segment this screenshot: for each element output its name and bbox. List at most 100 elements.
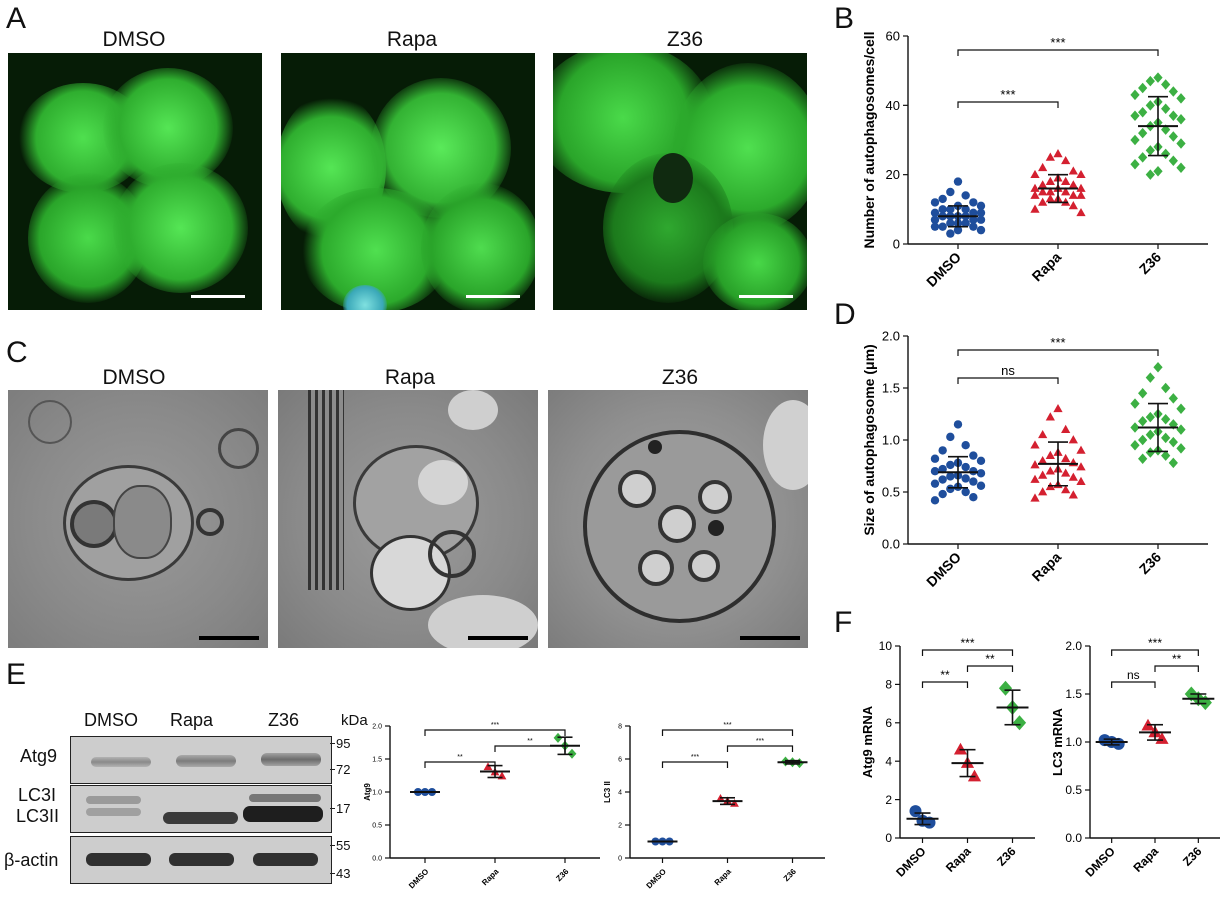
data-point — [1068, 472, 1078, 481]
data-point — [1076, 169, 1086, 179]
x-tick-label: Z36 — [1136, 549, 1165, 578]
y-tick-label: 8 — [618, 723, 622, 730]
data-point — [930, 215, 940, 224]
significance-bracket — [957, 101, 1059, 108]
data-point — [1045, 412, 1055, 421]
blot-lc3 — [70, 785, 332, 833]
data-point — [969, 222, 978, 231]
data-point — [1168, 393, 1178, 404]
significance-label: ** — [1172, 652, 1182, 666]
data-point — [1038, 487, 1048, 496]
data-point — [1038, 197, 1048, 206]
significance-bracket — [957, 49, 1159, 56]
y-tick-label: 2.0 — [882, 329, 900, 344]
row-label-lc3i: LC3I — [18, 785, 57, 805]
panel-a-title-dmso: DMSO — [102, 28, 166, 51]
significance-bracket — [494, 745, 566, 752]
panel-a-title-z36: Z36 — [666, 28, 704, 51]
panel-a-title-rapa: Rapa — [386, 28, 438, 51]
data-point — [1068, 458, 1078, 467]
data-point — [938, 222, 947, 231]
chart-autophagosome-count: 0 20 40 60 Number of autophagosomes/cell DMSO… — [861, 29, 1208, 290]
data-point — [946, 219, 955, 228]
y-tick-label: 4 — [885, 754, 892, 768]
y-tick-label: 2.0 — [1065, 639, 1082, 653]
data-point — [1155, 732, 1169, 744]
significance-label: *** — [960, 636, 974, 650]
panel-letter-e: E — [6, 658, 27, 691]
data-point — [1045, 450, 1055, 459]
significance-label: ns — [1001, 363, 1015, 378]
data-point — [930, 479, 940, 488]
data-point — [1145, 145, 1155, 156]
data-point — [1145, 100, 1155, 111]
data-point — [946, 187, 955, 197]
data-point — [1138, 127, 1148, 139]
scale-bar — [466, 295, 520, 298]
em-image-rapa — [278, 390, 538, 648]
x-tick-label: Rapa — [480, 867, 501, 888]
data-point — [961, 474, 970, 483]
x-tick-label: DMSO — [893, 844, 928, 879]
data-point — [938, 446, 947, 455]
data-point — [1076, 183, 1086, 192]
em-image-dmso — [8, 390, 268, 648]
significance-label: *** — [756, 738, 764, 745]
x-tick-label: Rapa — [943, 844, 974, 875]
row-label-beta-actin: β-actin — [4, 850, 59, 870]
data-point — [1045, 187, 1055, 196]
y-axis-label: Number of autophagosomes/cell — [861, 31, 877, 248]
data-point — [969, 215, 978, 224]
data-point — [946, 432, 955, 442]
significance-bracket — [966, 665, 1014, 672]
x-tick-label: Rapa — [1130, 844, 1161, 875]
data-point — [1130, 89, 1140, 101]
panel-letter-d: D — [834, 298, 856, 331]
scale-bar — [468, 636, 528, 640]
data-point — [1176, 443, 1186, 454]
blot-atg9 — [70, 736, 332, 784]
y-tick-label: 6 — [618, 756, 622, 763]
data-point — [1161, 79, 1171, 90]
y-tick-label: 0 — [618, 855, 622, 862]
data-point — [976, 225, 986, 235]
significance-label: ** — [457, 754, 463, 761]
em-image-z36 — [548, 390, 808, 648]
data-point — [1168, 131, 1178, 142]
scale-bar — [199, 636, 259, 640]
marker-72: 72 — [336, 762, 351, 777]
y-tick-label: 0.5 — [372, 822, 382, 829]
data-point — [1161, 432, 1171, 444]
x-tick-label: DMSO — [407, 867, 430, 890]
y-tick-label: 2 — [885, 793, 892, 807]
panel-c-title-z36: Z36 — [661, 366, 699, 389]
panel-c-title-rapa: Rapa — [384, 366, 436, 389]
significance-label: ** — [527, 738, 533, 745]
data-point — [1076, 462, 1086, 471]
significance-bracket — [424, 729, 566, 736]
chart-autophagosome-size: 0.0 0.5 1.0 1.5 2.0 Size of autophagosome (μm… — [861, 329, 1208, 590]
significance-bracket — [1111, 681, 1156, 688]
data-point — [1145, 411, 1155, 423]
lane-label-dmso: DMSO — [84, 710, 138, 730]
y-tick-label: 1.0 — [372, 789, 382, 796]
data-point — [1030, 460, 1040, 469]
data-point — [930, 454, 940, 463]
data-point — [1138, 152, 1148, 163]
data-point — [953, 177, 963, 186]
data-point — [1138, 453, 1148, 464]
data-point — [1030, 183, 1040, 192]
data-point — [1112, 737, 1125, 750]
data-point — [976, 208, 986, 217]
data-point — [1138, 387, 1148, 399]
data-point — [1168, 86, 1178, 97]
data-point — [961, 462, 970, 472]
kda-label: kDa — [341, 712, 368, 729]
data-point — [1030, 440, 1040, 449]
data-point — [946, 484, 955, 494]
significance-label: ns — [1127, 668, 1140, 682]
data-point — [1038, 470, 1048, 479]
significance-bracket — [424, 761, 496, 768]
data-point — [953, 225, 963, 235]
significance-label: *** — [1000, 87, 1015, 102]
